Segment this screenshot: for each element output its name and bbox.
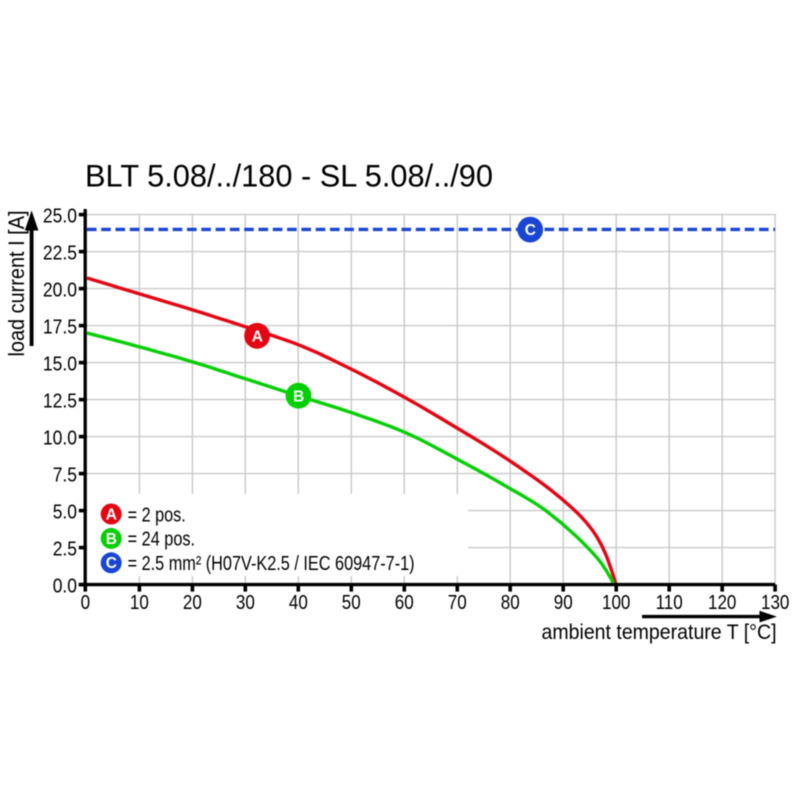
svg-text:25.0: 25.0 [43,206,77,228]
svg-text:= 2 pos.: = 2 pos. [128,503,186,526]
svg-text:load current I [A]: load current I [A] [4,211,29,357]
svg-text:BLT 5.08/../180 - SL 5.08/../9: BLT 5.08/../180 - SL 5.08/../90 [85,157,493,193]
svg-text:70: 70 [448,592,467,614]
svg-text:22.5: 22.5 [43,243,77,265]
svg-text:= 2.5 mm² (H07V-K2.5 / IEC 609: = 2.5 mm² (H07V-K2.5 / IEC 60947-7-1) [128,552,415,575]
svg-text:10: 10 [130,592,149,614]
svg-text:100: 100 [602,592,630,614]
svg-text:12.5: 12.5 [43,391,77,413]
svg-text:20: 20 [183,592,202,614]
svg-text:40: 40 [289,592,308,614]
svg-text:C: C [106,555,117,572]
svg-text:20.0: 20.0 [43,280,77,302]
svg-text:0: 0 [81,592,91,614]
svg-text:C: C [525,222,536,239]
svg-text:17.5: 17.5 [43,317,77,339]
svg-text:110: 110 [656,592,683,614]
svg-text:7.5: 7.5 [53,465,77,487]
svg-text:10.0: 10.0 [43,428,77,450]
svg-text:90: 90 [554,592,573,614]
svg-text:B: B [293,388,304,405]
svg-text:15.0: 15.0 [43,354,77,376]
svg-text:A: A [252,328,263,345]
svg-text:60: 60 [395,592,414,614]
svg-text:120: 120 [708,592,736,614]
svg-text:= 24 pos.: = 24 pos. [128,528,196,551]
svg-text:B: B [106,531,117,548]
svg-text:A: A [106,506,117,523]
svg-text:80: 80 [501,592,520,614]
svg-text:0.0: 0.0 [53,576,77,598]
svg-text:ambient temperature T [°C]: ambient temperature T [°C] [542,621,777,644]
svg-text:130: 130 [761,592,789,614]
svg-text:2.5: 2.5 [53,539,77,561]
svg-text:50: 50 [342,592,361,614]
svg-text:5.0: 5.0 [53,502,77,524]
svg-text:30: 30 [236,592,255,614]
